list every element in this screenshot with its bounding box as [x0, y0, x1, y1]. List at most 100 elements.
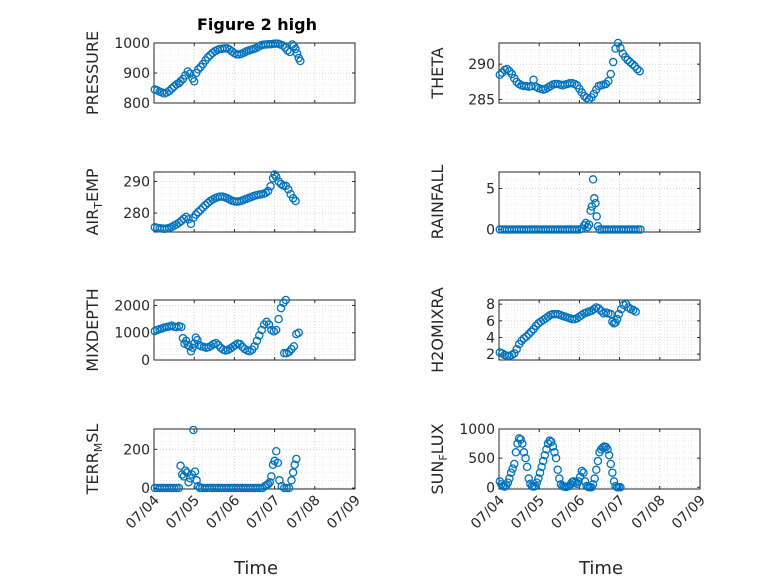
data-point: [534, 474, 543, 483]
axis-ticks: 800 900 1000: [114, 36, 356, 112]
data-point: [174, 483, 184, 493]
data-point: [261, 188, 271, 198]
data-point: [284, 185, 293, 194]
figure-title: Figure 2 high: [197, 15, 317, 34]
data-point: [267, 472, 276, 481]
data-point: [555, 474, 564, 483]
data-point: [524, 474, 533, 483]
data-point: [590, 474, 599, 483]
data-point: [631, 225, 640, 234]
data-point: [567, 314, 577, 324]
data-point: [172, 483, 181, 493]
data-points: [150, 170, 300, 234]
data-point: [271, 172, 281, 181]
data-point: [193, 207, 203, 217]
data-point: [176, 461, 185, 471]
data-point: [282, 483, 291, 493]
data-point: [604, 450, 614, 460]
data-point: [250, 342, 259, 351]
data-point: [543, 312, 553, 321]
data-point: [603, 445, 612, 454]
data-point: [636, 225, 645, 234]
data-point: [608, 468, 617, 477]
data-point: [572, 479, 582, 489]
data-point: [193, 335, 202, 345]
data-point: [616, 483, 625, 492]
y-tick-label: 900: [123, 66, 150, 82]
y-tick-label: 1000: [114, 326, 150, 342]
y-axis-label: TERRMSL: [83, 424, 105, 496]
data-point: [574, 477, 583, 486]
data-point: [633, 225, 643, 234]
data-point: [628, 59, 637, 69]
data-point: [594, 304, 603, 313]
data-point: [198, 203, 208, 212]
data-point: [189, 425, 198, 435]
data-point: [584, 220, 594, 229]
grid-lines: [499, 300, 700, 360]
data-point: [288, 468, 298, 477]
data-point: [635, 66, 644, 76]
data-point: [291, 44, 300, 54]
data-point: [203, 53, 213, 62]
data-point: [614, 309, 624, 319]
data-point: [273, 458, 283, 468]
data-point: [508, 464, 517, 473]
data-point: [590, 194, 599, 203]
subplot-theta: 285 290 THETA: [428, 38, 701, 108]
data-point: [287, 344, 296, 354]
data-point: [592, 212, 601, 221]
data-point: [220, 44, 230, 53]
data-point: [522, 462, 532, 472]
data-point: [287, 476, 296, 485]
y-axis-label: AIRTEMP: [83, 168, 105, 235]
data-point: [588, 480, 598, 489]
data-point: [265, 477, 275, 487]
y-tick-label: 1000: [114, 36, 150, 52]
subplot-rainfall: 0 5 RAINFALL: [428, 165, 701, 239]
data-point: [167, 84, 176, 93]
data-point: [606, 459, 616, 469]
data-point: [538, 456, 548, 466]
data-point: [608, 57, 618, 67]
data-point: [505, 474, 514, 483]
data-point: [185, 69, 195, 78]
y-tick-label: 0: [486, 223, 495, 239]
data-point: [625, 57, 635, 67]
data-point: [524, 329, 533, 339]
data-point: [190, 467, 200, 476]
data-point: [518, 439, 527, 448]
data-point: [531, 321, 541, 331]
data-points: [495, 299, 640, 361]
data-point: [503, 478, 513, 487]
data-point: [633, 64, 642, 74]
data-point: [235, 339, 245, 349]
data-point: [294, 328, 303, 337]
data-point: [196, 205, 205, 215]
data-point: [631, 307, 640, 316]
data-point: [296, 56, 305, 66]
data-point: [507, 350, 517, 360]
data-point: [279, 348, 289, 358]
y-tick-label: 8: [486, 297, 495, 313]
data-point: [262, 317, 271, 327]
data-point: [271, 325, 281, 335]
data-point: [252, 336, 262, 346]
data-point: [271, 447, 281, 456]
data-point: [274, 177, 283, 186]
data-point: [537, 462, 546, 472]
data-point: [184, 215, 193, 224]
data-point: [507, 69, 517, 79]
y-tick-label: 6: [486, 314, 495, 330]
y-axis-label: MIXDEPTH: [83, 288, 102, 371]
data-point: [270, 170, 279, 179]
data-point: [211, 338, 221, 348]
data-point: [263, 479, 273, 489]
data-point: [612, 314, 622, 324]
data-point: [284, 347, 294, 357]
data-point: [551, 453, 561, 463]
data-point: [606, 69, 616, 79]
data-point: [510, 349, 519, 358]
